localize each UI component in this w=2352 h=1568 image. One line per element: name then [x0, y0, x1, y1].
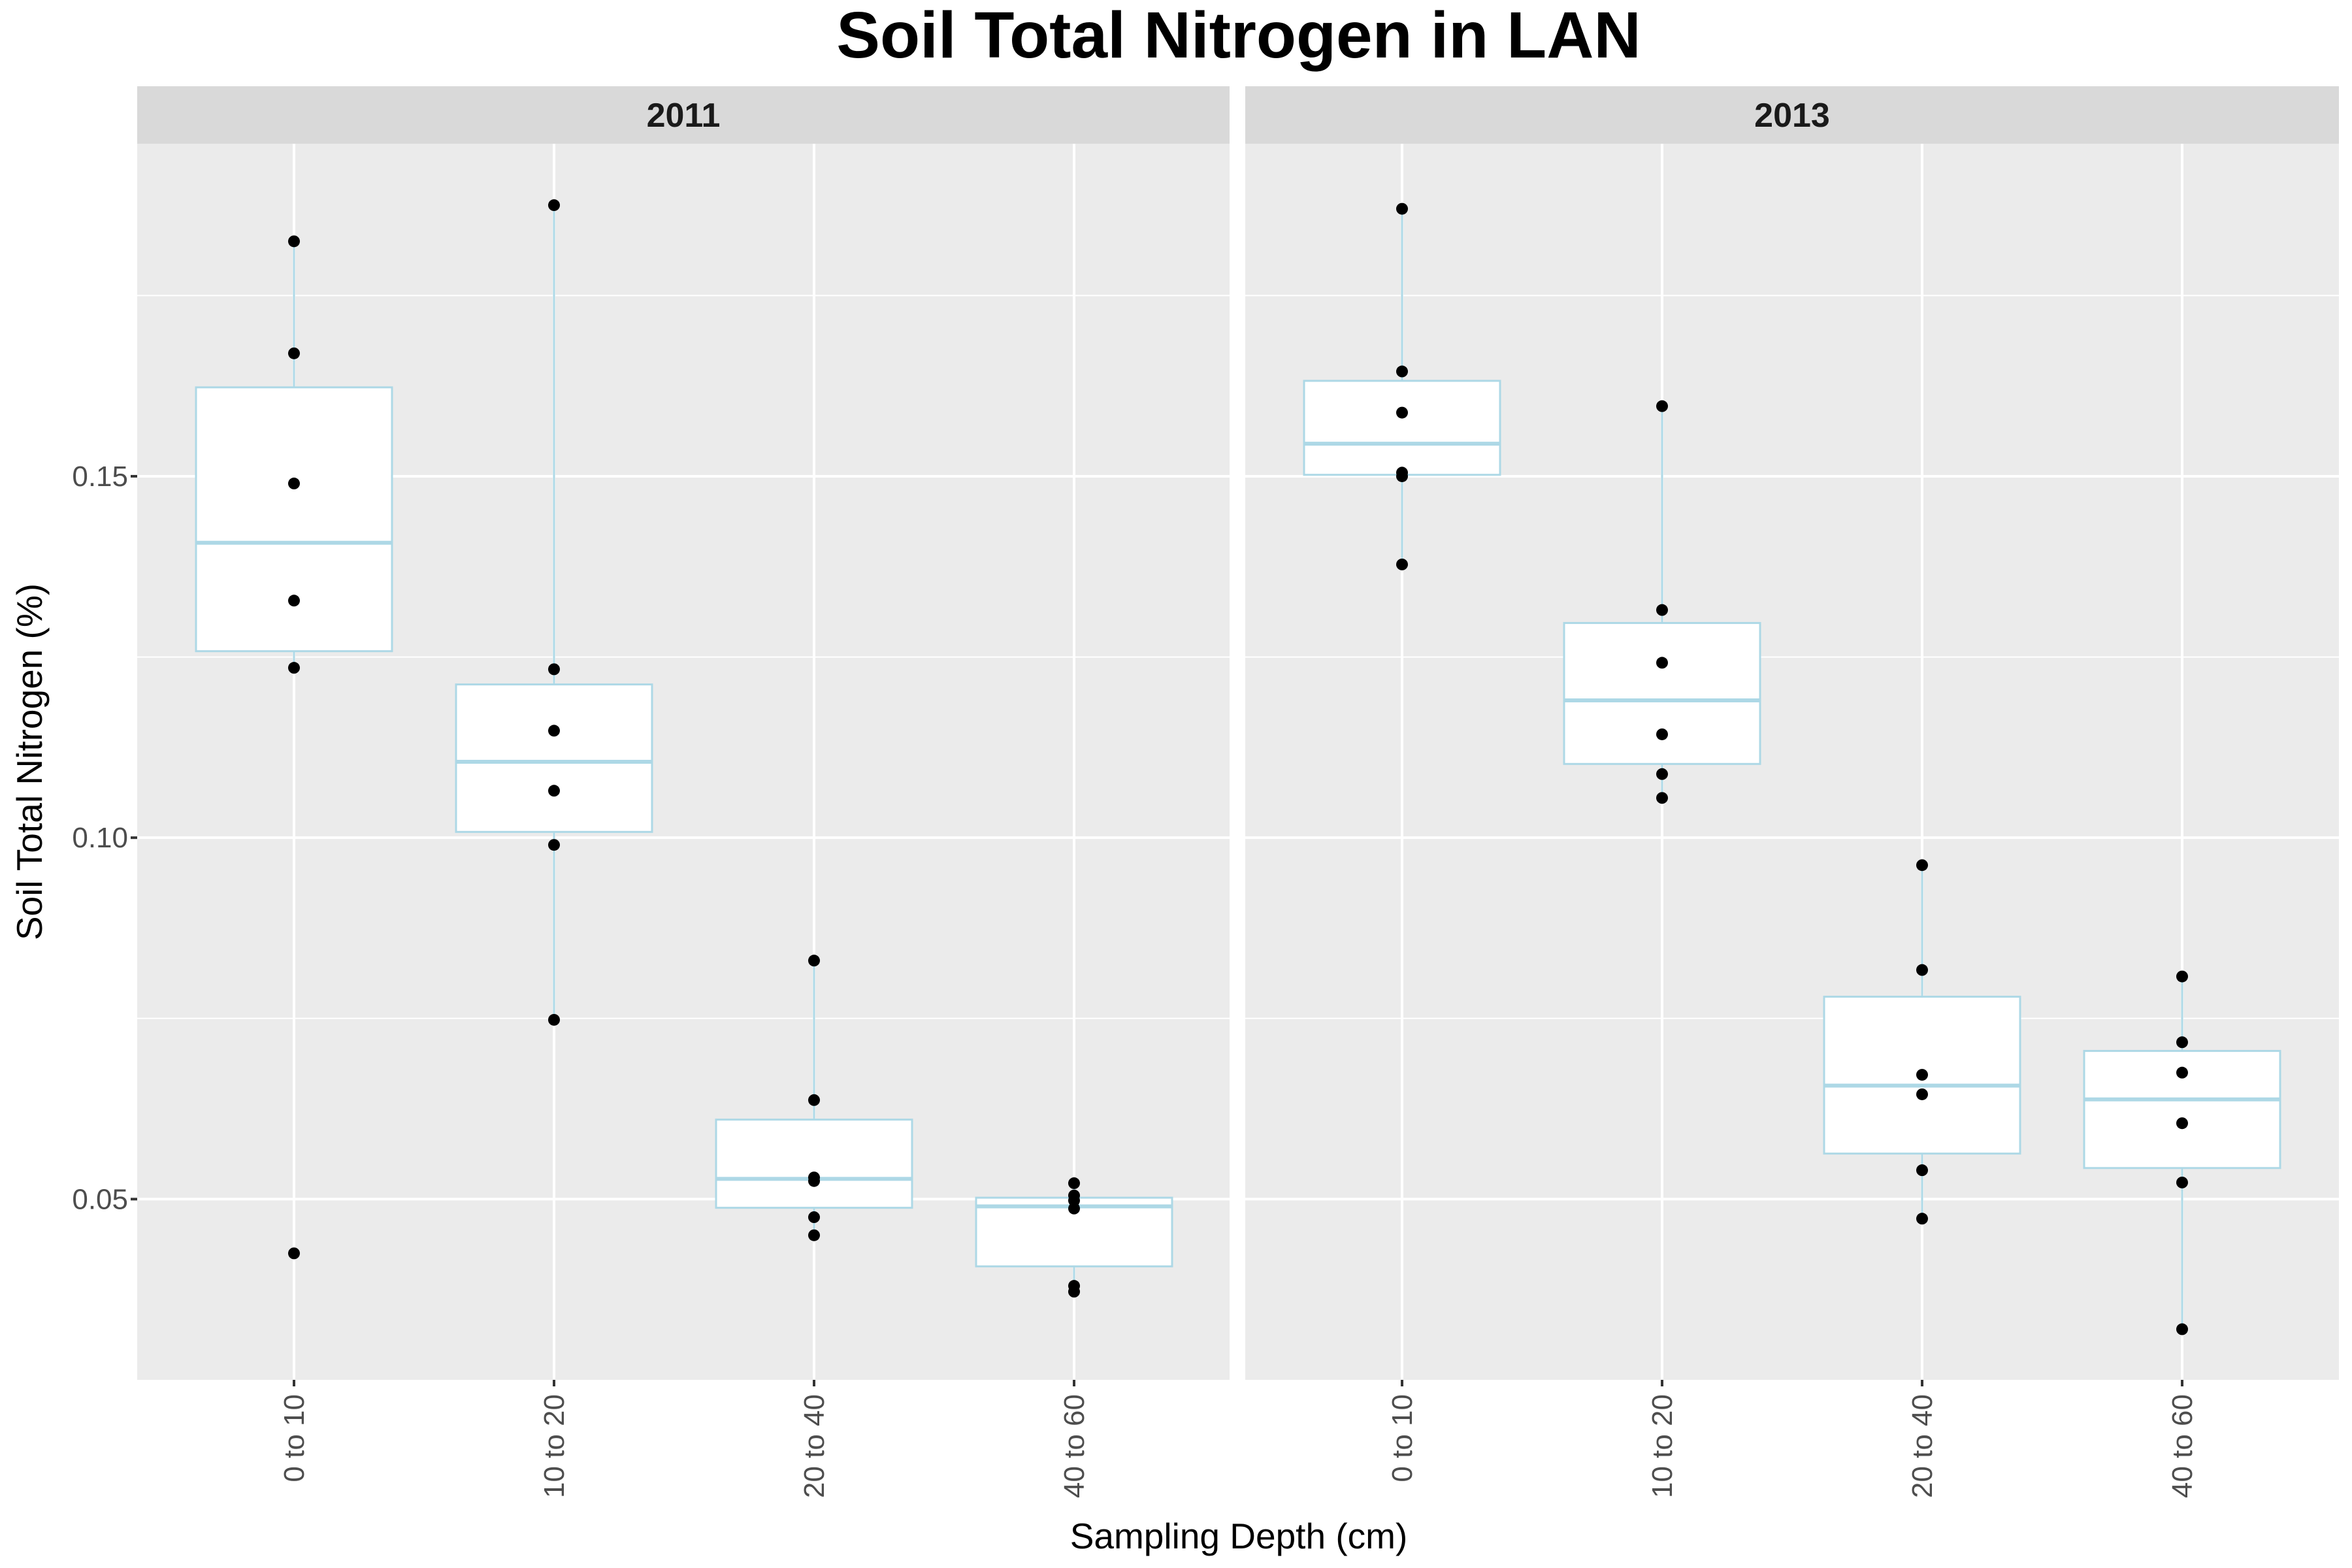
data-point	[1916, 964, 1928, 976]
data-point	[548, 785, 560, 797]
data-point	[1396, 558, 1408, 570]
chart-title: Soil Total Nitrogen in LAN	[836, 0, 1641, 72]
data-point	[1396, 406, 1408, 419]
y-tick-label: 0.10	[72, 822, 128, 854]
facet-panel-2013: 2013 0 to 10 10 to 20 20 to 40 40 to 60	[1245, 86, 2339, 1498]
data-point	[808, 1229, 820, 1241]
box-2011-2	[715, 955, 913, 1241]
data-point	[1396, 203, 1408, 215]
data-point	[1656, 604, 1668, 616]
data-point	[288, 1247, 300, 1260]
x-tick-label: 20 to 40	[798, 1394, 830, 1498]
data-point	[288, 235, 300, 248]
facet-strip	[1245, 86, 2339, 144]
data-point	[2176, 1117, 2188, 1130]
data-point	[1916, 1088, 1928, 1100]
data-point	[1656, 728, 1668, 740]
data-point	[288, 347, 300, 359]
data-point	[1656, 792, 1668, 804]
y-tick-label: 0.05	[72, 1183, 128, 1215]
data-point	[2176, 1176, 2188, 1188]
data-point	[2176, 970, 2188, 983]
data-point	[1656, 400, 1668, 412]
box-2013-2	[1823, 859, 2021, 1225]
box-2011-1	[455, 199, 653, 1026]
data-point	[548, 1013, 560, 1026]
data-point	[548, 663, 560, 676]
data-point	[288, 595, 300, 607]
data-point	[1396, 365, 1408, 378]
box-iqr	[1563, 622, 1761, 765]
panel-background	[137, 144, 1230, 1380]
y-tick-label: 0.15	[72, 461, 128, 493]
data-point	[1916, 1164, 1928, 1177]
data-point	[2176, 1066, 2188, 1079]
box-iqr	[1303, 380, 1501, 476]
data-point	[548, 199, 560, 212]
box-2011-3	[975, 1177, 1173, 1298]
data-point	[1916, 1213, 1928, 1225]
box-iqr	[195, 386, 393, 653]
facet-strip-label: 2011	[647, 97, 721, 135]
data-point	[1068, 1286, 1080, 1298]
facets-layer: 0.05 0.10 0.15 2011 0 to 10 10 to 20 20 to 40 4…	[72, 86, 2339, 1498]
data-point	[808, 955, 820, 967]
data-point	[1916, 1069, 1928, 1081]
facet-strip-label: 2013	[1754, 97, 1830, 135]
data-point	[1068, 1177, 1080, 1190]
data-point	[1396, 470, 1408, 482]
facet-strip	[137, 86, 1230, 144]
box-iqr	[455, 683, 653, 833]
box-2013-3	[2083, 970, 2281, 1335]
data-point	[1916, 859, 1928, 872]
data-point	[1656, 768, 1668, 780]
box-2013-0	[1303, 203, 1501, 570]
x-tick-label: 40 to 60	[2166, 1394, 2198, 1498]
data-point	[1068, 1202, 1080, 1215]
x-tick-label: 10 to 20	[1646, 1394, 1678, 1498]
x-tick-label: 0 to 10	[1386, 1394, 1418, 1482]
data-point	[288, 662, 300, 674]
data-point	[548, 839, 560, 851]
x-tick-label: 40 to 60	[1058, 1394, 1090, 1498]
panel-background	[1245, 144, 2339, 1380]
box-2011-0	[195, 235, 393, 1260]
x-tick-label: 20 to 40	[1906, 1394, 1938, 1498]
data-point	[2176, 1323, 2188, 1335]
x-tick-label: 0 to 10	[278, 1394, 310, 1482]
y-axis-title: Soil Total Nitrogen (%)	[9, 583, 50, 940]
data-point	[288, 478, 300, 490]
data-point	[548, 725, 560, 737]
x-tick-label: 10 to 20	[538, 1394, 570, 1498]
x-axis-title: Sampling Depth (cm)	[1070, 1516, 1408, 1556]
data-point	[808, 1094, 820, 1106]
box-iqr	[715, 1119, 913, 1209]
data-point	[1656, 657, 1668, 669]
data-point	[808, 1175, 820, 1187]
box-2013-1	[1563, 400, 1761, 804]
facet-panel-2011: 2011 0 to 10 10 to 20 20 to 40 40 to 60	[137, 86, 1230, 1498]
data-point	[808, 1211, 820, 1224]
data-point	[2176, 1036, 2188, 1049]
